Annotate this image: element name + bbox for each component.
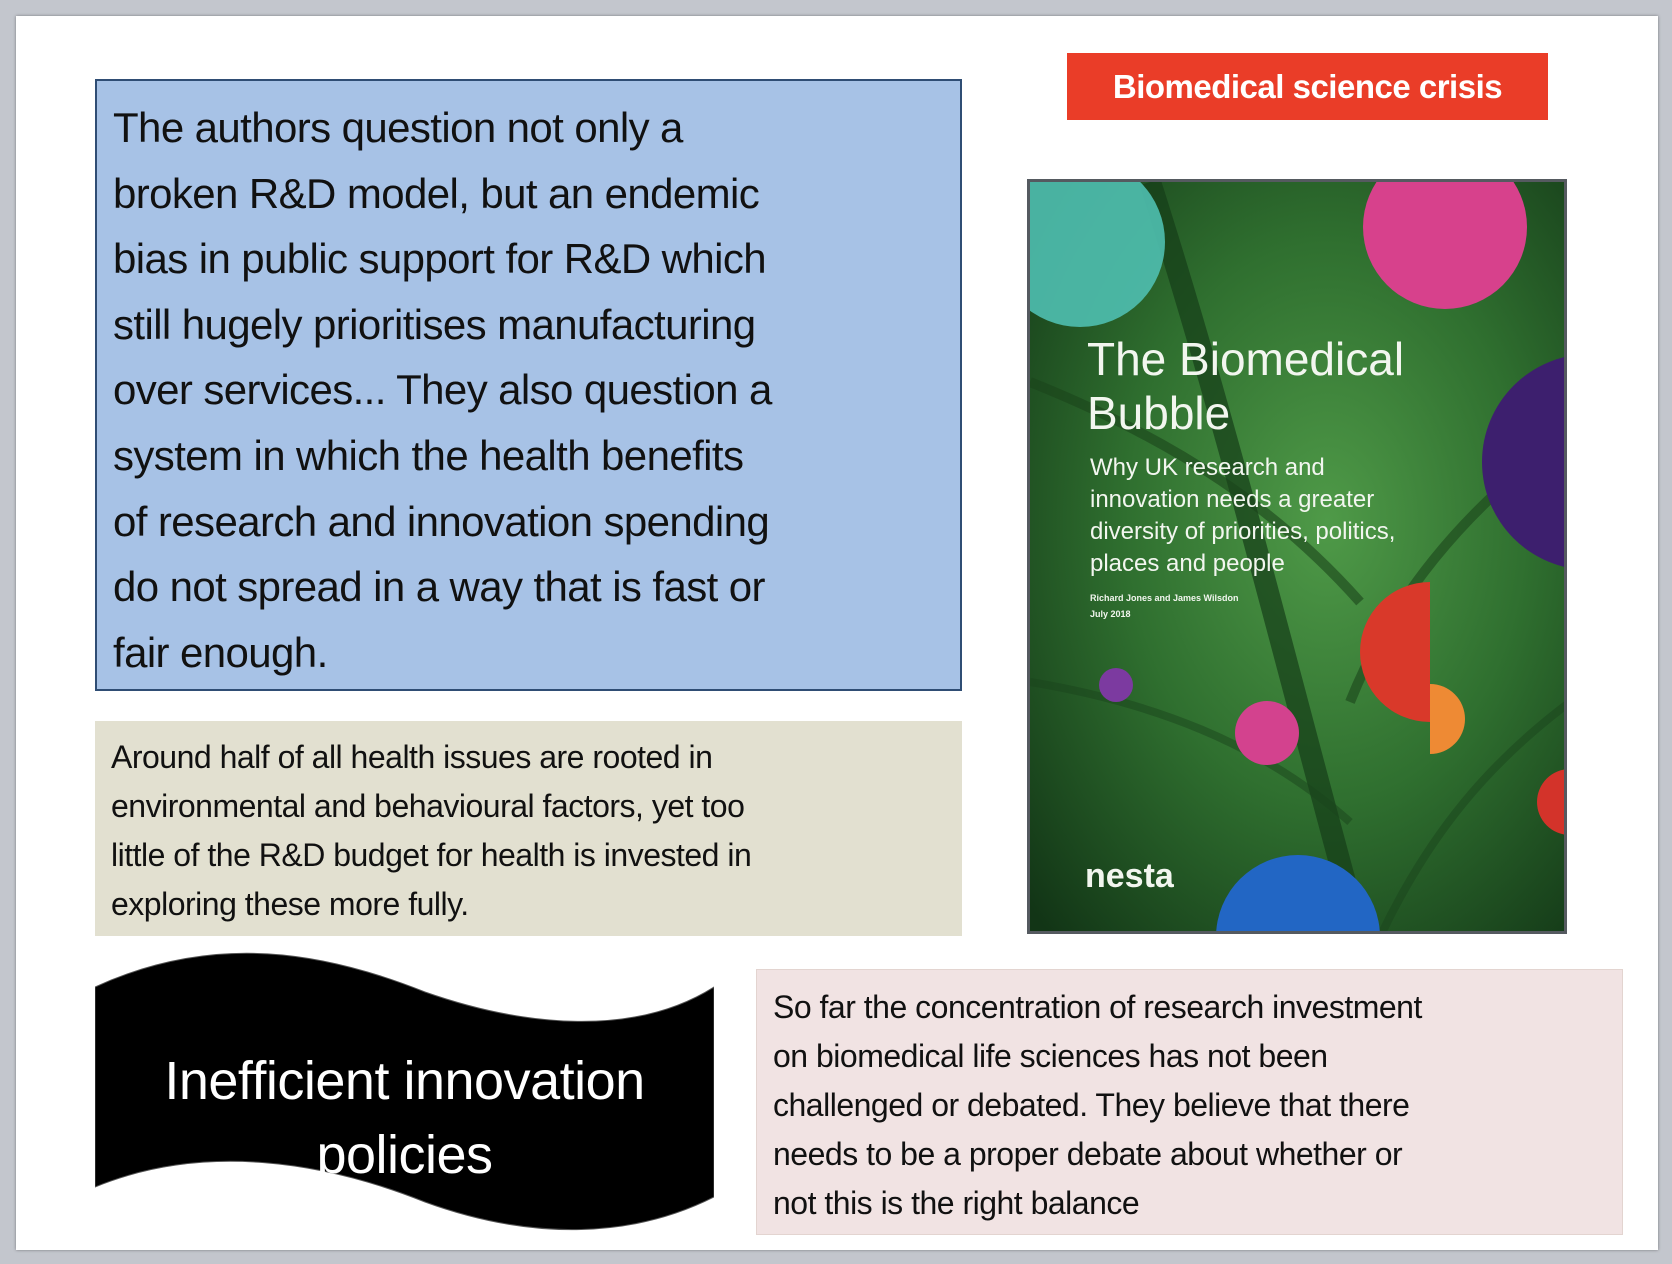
book-title-line: The Biomedical bbox=[1087, 333, 1405, 385]
quote-line: The authors question not only a bbox=[113, 104, 683, 151]
note-line: challenged or debated. They believe that… bbox=[773, 1087, 1410, 1123]
quote-line: do not spread in a way that is fast or bbox=[113, 563, 766, 611]
note-line: not this is the right balance bbox=[773, 1185, 1140, 1221]
book-subtitle: Why UK research and innovation needs a g… bbox=[1090, 452, 1395, 580]
inefficient-policies-banner: Inefficient innovation policies bbox=[95, 952, 714, 1231]
quote-line: of research and innovation spending bbox=[113, 497, 770, 545]
banner-text: Inefficient innovation policies bbox=[95, 1044, 714, 1192]
book-subtitle-line: Why UK research and bbox=[1090, 454, 1325, 481]
note-line: little of the R&D budget for health is i… bbox=[111, 837, 752, 873]
note-line: So far the concentration of research inv… bbox=[773, 989, 1422, 1025]
purple-circle bbox=[1482, 357, 1564, 567]
note-line: on biomedical life sciences has not been bbox=[773, 1038, 1328, 1074]
orange-half-circle bbox=[1430, 684, 1465, 754]
small-red-circle bbox=[1537, 769, 1564, 835]
pink-circle bbox=[1235, 701, 1299, 765]
book-authors: Richard Jones and James Wilsdon bbox=[1090, 593, 1239, 603]
book-cover-image: The Biomedical Bubble Why UK research an… bbox=[1027, 179, 1567, 934]
blue-circle bbox=[1216, 855, 1380, 931]
quote-line: system in which the health benefits bbox=[113, 431, 744, 479]
slide: The authors question not only a broken R… bbox=[16, 16, 1658, 1250]
biomedical-crisis-tag: Biomedical science crisis bbox=[1067, 53, 1548, 120]
book-title-line: Bubble bbox=[1087, 387, 1231, 439]
book-date: July 2018 bbox=[1090, 609, 1131, 619]
book-subtitle-line: places and people bbox=[1090, 550, 1285, 577]
nesta-logo: nesta bbox=[1085, 857, 1174, 895]
banner-line: policies bbox=[316, 1125, 493, 1185]
red-half-circle bbox=[1360, 582, 1430, 722]
investment-note-box: So far the concentration of research inv… bbox=[756, 969, 1623, 1235]
book-title: The Biomedical Bubble bbox=[1087, 332, 1404, 440]
quote-line: broken R&D model, but an endemic bbox=[113, 169, 760, 217]
health-note-box: Around half of all health issues are roo… bbox=[95, 721, 962, 936]
note-line: needs to be a proper debate about whethe… bbox=[773, 1136, 1403, 1172]
book-subtitle-line: innovation needs a greater bbox=[1090, 486, 1375, 513]
quote-line: over services... They also question a bbox=[113, 366, 772, 414]
main-quote-box: The authors question not only a broken R… bbox=[95, 79, 962, 691]
teal-circle bbox=[1030, 182, 1165, 327]
note-line: Around half of all health issues are roo… bbox=[111, 739, 713, 775]
magenta-circle bbox=[1363, 182, 1527, 309]
note-line: exploring these more fully. bbox=[111, 886, 469, 922]
banner-line: Inefficient innovation bbox=[164, 1051, 645, 1111]
quote-line: still hugely prioritises manufacturing bbox=[113, 300, 756, 348]
small-purple-circle bbox=[1099, 668, 1133, 702]
note-line: environmental and behavioural factors, y… bbox=[111, 788, 745, 824]
quote-line: bias in public support for R&D which bbox=[113, 235, 767, 283]
book-subtitle-line: diversity of priorities, politics, bbox=[1090, 518, 1396, 545]
quote-line: fair enough. bbox=[113, 628, 328, 676]
wave-banner-shape bbox=[95, 952, 714, 1231]
leaf-background bbox=[1030, 182, 1564, 931]
